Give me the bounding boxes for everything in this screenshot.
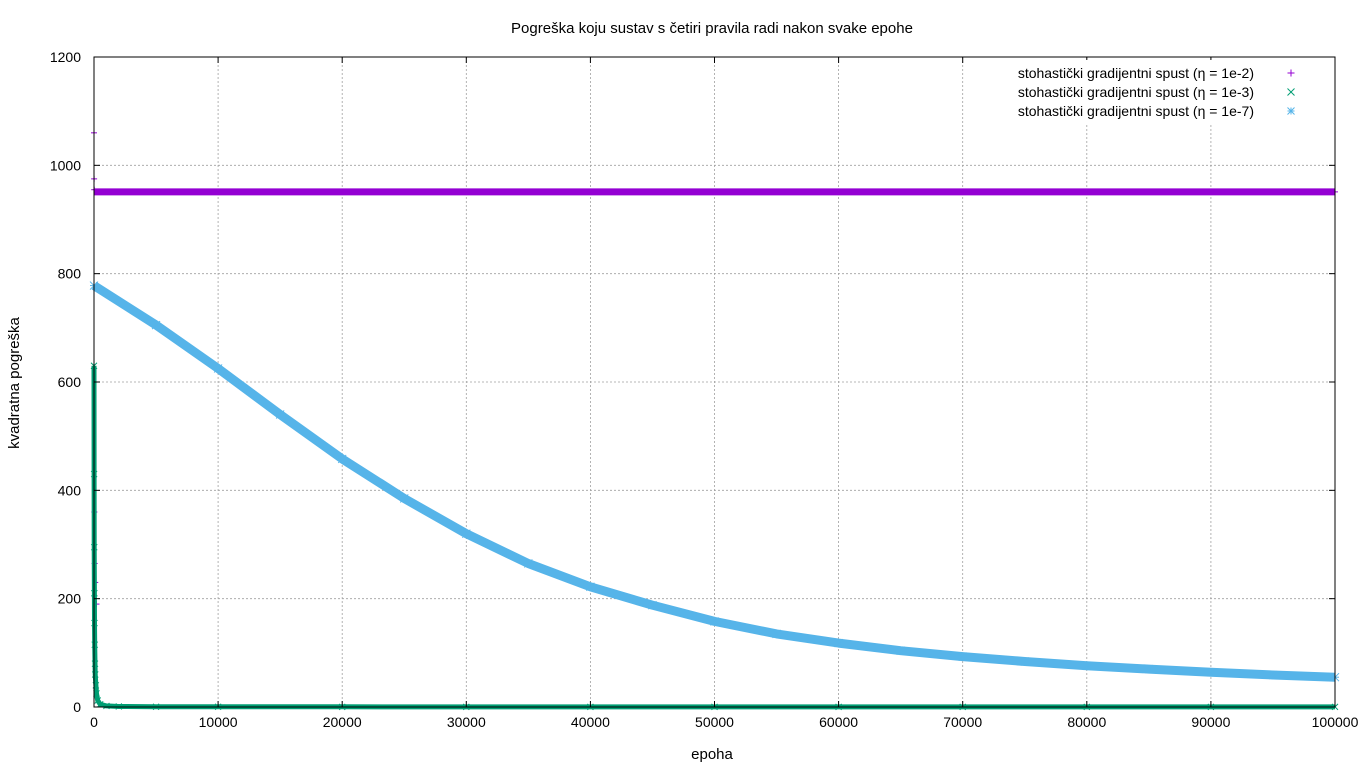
- series-3-point: [213, 364, 223, 373]
- series-1-point: [339, 188, 346, 195]
- series-3-point: [648, 600, 657, 610]
- series-3-point: [1144, 664, 1154, 674]
- x-tick-label: 40000: [571, 714, 610, 730]
- series-2-point: [91, 671, 99, 678]
- series-2-point: [94, 697, 102, 704]
- y-tick-label: 0: [73, 699, 81, 715]
- y-tick-label: 800: [58, 266, 82, 282]
- series-1-point: [153, 188, 160, 195]
- x-axis-label: epoha: [691, 746, 733, 763]
- series-3-point: [772, 629, 781, 639]
- y-tick-label: 1000: [50, 157, 81, 173]
- legend: stohastički gradijentni spust (η = 1e-2)…: [975, 60, 1310, 124]
- series-1-point: [463, 188, 470, 195]
- legend-label-eta-1e-7: stohastički gradijentni spust (η = 1e-7): [1018, 103, 1254, 119]
- axis-ticks: 0 10000 20000 30000 40000 50000 60000 70000 8000…: [50, 49, 1359, 730]
- x-tick-label: 0: [90, 714, 98, 730]
- series-3-point: [275, 410, 285, 419]
- series-3-point: [958, 652, 968, 661]
- series-2-point: [91, 641, 99, 649]
- legend-marker-3: [1287, 107, 1295, 115]
- series-3-point: [399, 494, 409, 503]
- series-2-point: [115, 703, 123, 710]
- series-3-point: [586, 582, 595, 592]
- legend-marker-1: [1287, 69, 1295, 77]
- y-axis-label: kvadratna pogreška: [6, 316, 23, 448]
- x-tick-label: 50000: [695, 714, 734, 730]
- series-1-point: [711, 188, 718, 195]
- series-2-point: [103, 702, 110, 710]
- x-tick-label: 80000: [1067, 714, 1106, 730]
- series-3-point: [1268, 670, 1278, 680]
- y-tick-label: 600: [58, 374, 82, 390]
- series-3-point: [337, 454, 347, 464]
- x-tick-label: 70000: [943, 714, 982, 730]
- series-3-point: [461, 529, 471, 539]
- series-1-point: [835, 188, 842, 195]
- y-tick-label: 200: [58, 591, 82, 607]
- series-1-point: [959, 188, 966, 195]
- grid: [94, 57, 1335, 707]
- series-3-point: [151, 320, 161, 330]
- legend-label-eta-1e-2: stohastički gradijentni spust (η = 1e-2): [1018, 65, 1254, 81]
- series-1-point: [103, 188, 110, 195]
- x-tick-label: 20000: [323, 714, 362, 730]
- series-1-point: [215, 188, 222, 195]
- series-1-point: [1083, 188, 1090, 195]
- series-3-point: [1082, 661, 1092, 671]
- series-1-point: [1207, 188, 1214, 195]
- series-3-point: [896, 646, 906, 656]
- series-1-point: [97, 188, 104, 195]
- x-tick-label: 30000: [447, 714, 486, 730]
- legend-marker-2: [1287, 88, 1295, 96]
- series-3-point: [1020, 657, 1030, 666]
- legend-markers: [1287, 69, 1295, 115]
- series-1-point: [587, 188, 594, 195]
- series-2-point: [91, 660, 99, 668]
- y-tick-label: 1200: [50, 49, 81, 65]
- x-tick-label: 90000: [1191, 714, 1230, 730]
- series-3-point: [710, 617, 719, 626]
- chart-title: Pogreška koju sustav s četiri pravila ra…: [511, 20, 913, 37]
- series-3-point: [1206, 667, 1216, 677]
- legend-background: [975, 60, 1310, 124]
- series-3-point: [523, 559, 533, 568]
- x-tick-label: 60000: [819, 714, 858, 730]
- x-tick-label: 10000: [199, 714, 238, 730]
- x-tick-label: 100000: [1312, 714, 1359, 730]
- series-2-point: [96, 700, 104, 708]
- series-3-point: [834, 638, 843, 648]
- legend-label-eta-1e-3: stohastički gradijentni spust (η = 1e-3): [1018, 84, 1254, 100]
- y-tick-label: 400: [58, 482, 82, 498]
